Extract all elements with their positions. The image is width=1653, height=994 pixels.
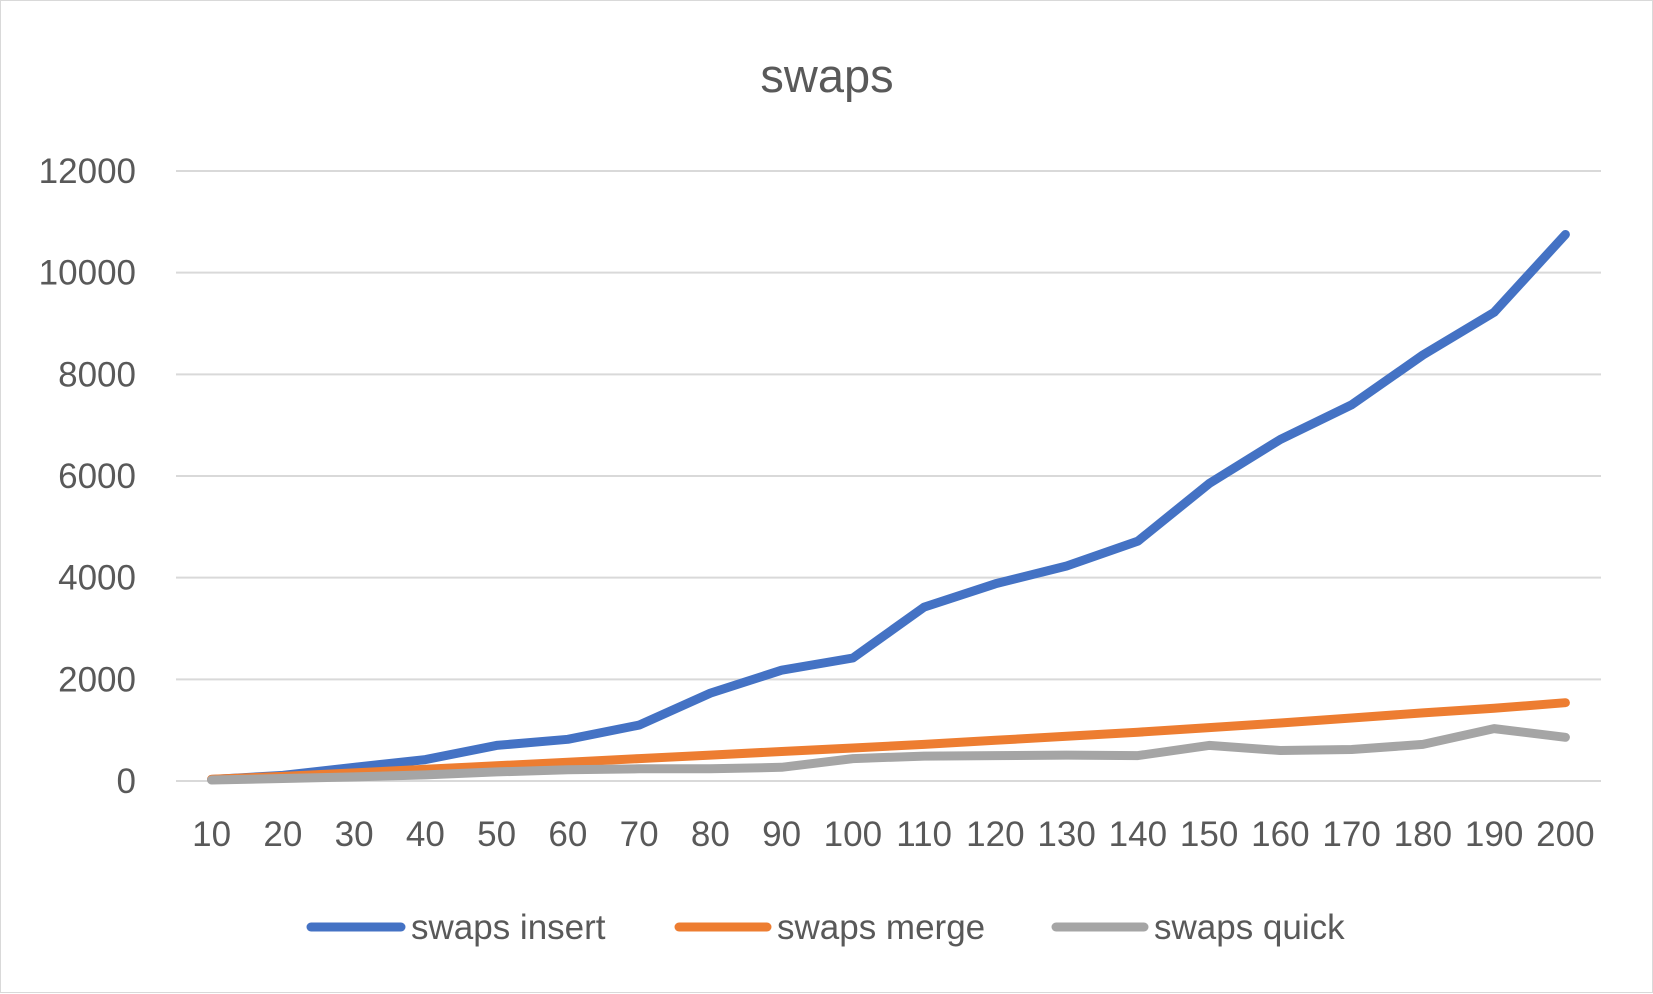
legend-label: swaps quick	[1154, 908, 1345, 947]
y-tick-label: 8000	[58, 355, 136, 394]
legend-label: swaps merge	[777, 908, 985, 947]
y-tick-label: 10000	[39, 254, 136, 293]
x-tick-label: 80	[691, 815, 730, 854]
x-tick-label: 180	[1394, 815, 1452, 854]
legend-item-swaps-insert: swaps insert	[306, 908, 606, 947]
x-tick-label: 20	[263, 815, 302, 854]
y-tick-label: 12000	[39, 152, 136, 191]
legend-item-swaps-merge: swaps merge	[674, 908, 985, 947]
x-tick-label: 30	[335, 815, 374, 854]
series-lines	[207, 230, 1570, 785]
x-tick-label: 60	[548, 815, 587, 854]
x-tick-label: 90	[762, 815, 801, 854]
x-tick-label: 100	[824, 815, 882, 854]
x-tick-label: 50	[477, 815, 516, 854]
x-axis-tick-labels: 10 20 30 40 50 60 70 80 90 100 110 120 130 140 150 160 1…	[192, 815, 1594, 854]
x-tick-label: 130	[1037, 815, 1095, 854]
y-tick-label: 2000	[58, 660, 136, 699]
y-axis-tick-labels: 0 2000 4000 6000 8000 10000 12000	[39, 152, 136, 801]
x-tick-label: 190	[1465, 815, 1523, 854]
x-tick-label: 120	[966, 815, 1024, 854]
legend-item-swaps-quick: swaps quick	[1051, 908, 1345, 947]
y-tick-label: 6000	[58, 457, 136, 496]
series-line-swaps-insert	[207, 230, 1570, 784]
x-tick-label: 200	[1536, 815, 1594, 854]
legend: swaps insert swaps merge swaps quick	[306, 908, 1345, 947]
chart-title: swaps	[760, 49, 893, 102]
y-tick-label: 4000	[58, 559, 136, 598]
legend-label: swaps insert	[411, 908, 606, 947]
series-line-swaps-merge	[207, 698, 1570, 784]
x-tick-label: 40	[406, 815, 445, 854]
x-tick-label: 110	[896, 815, 952, 854]
x-tick-label: 10	[192, 815, 231, 854]
series-line-swaps-quick	[207, 724, 1570, 785]
x-tick-label: 170	[1322, 815, 1380, 854]
y-tick-label: 0	[117, 762, 136, 801]
x-tick-label: 140	[1109, 815, 1167, 854]
x-tick-label: 160	[1251, 815, 1309, 854]
x-tick-label: 150	[1180, 815, 1238, 854]
x-tick-label: 70	[620, 815, 659, 854]
gridlines	[176, 170, 1601, 782]
